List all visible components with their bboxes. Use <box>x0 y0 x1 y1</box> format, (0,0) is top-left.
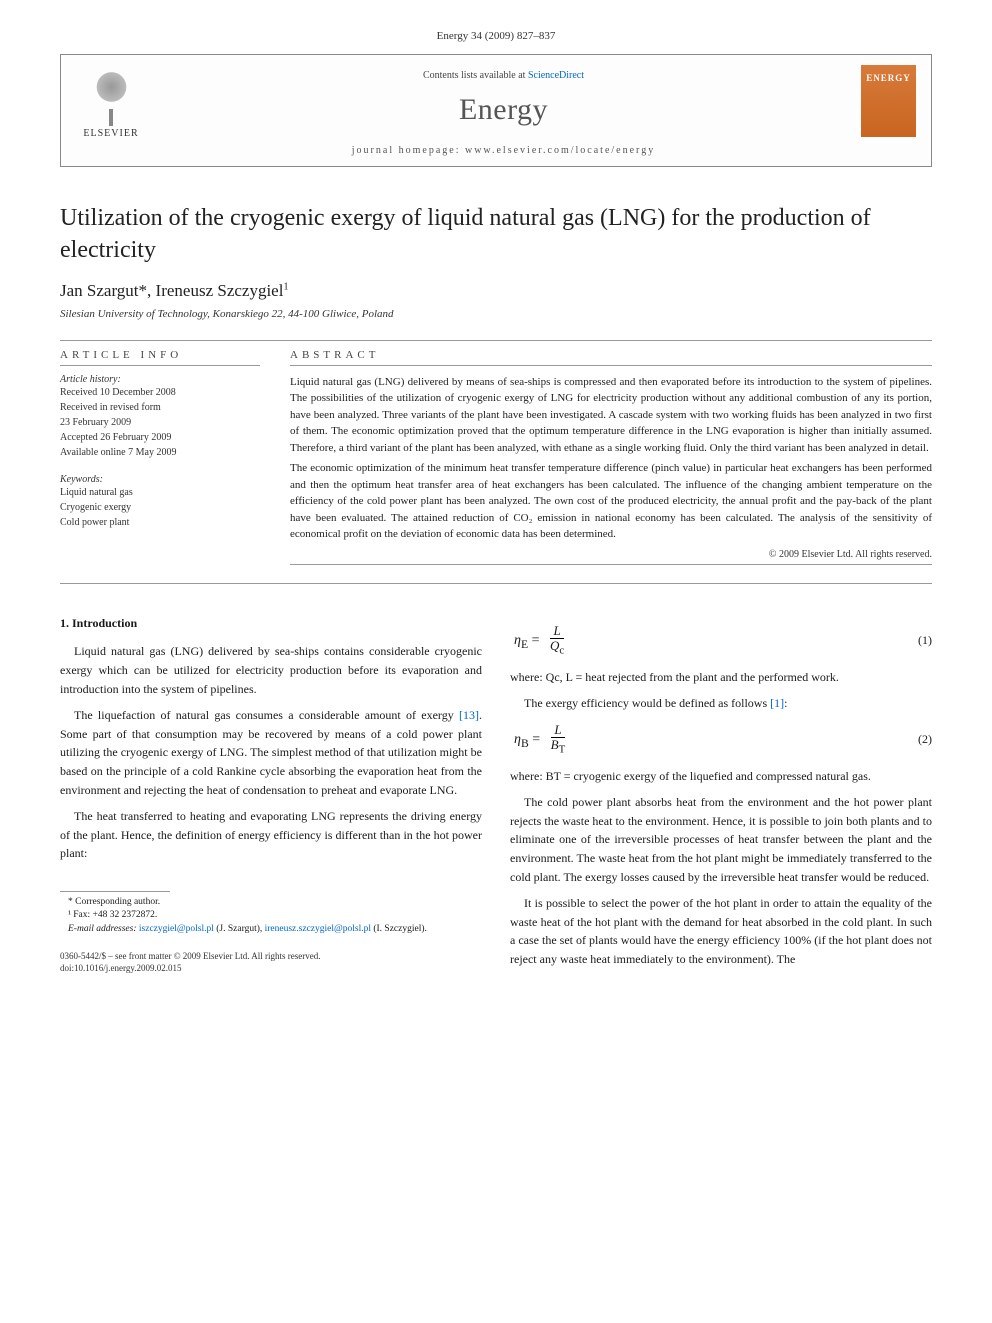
divider <box>60 340 932 341</box>
article-info-column: ARTICLE INFO Article history: Received 1… <box>60 349 260 573</box>
journal-name: Energy <box>146 93 861 127</box>
journal-cover-text: ENERGY <box>866 73 911 83</box>
contents-prefix: Contents lists available at <box>423 70 528 81</box>
history-item: Received 10 December 2008 <box>60 385 260 400</box>
abstract-p1: Liquid natural gas (LNG) delivered by me… <box>290 374 932 457</box>
email-link-2[interactable]: ireneusz.szczygiel@polsl.pl <box>265 924 371 934</box>
p6: It is possible to select the power of th… <box>510 894 932 968</box>
footnote-fax: ¹ Fax: +48 32 2372872. <box>60 909 482 922</box>
journal-homepage: journal homepage: www.elsevier.com/locat… <box>146 145 861 156</box>
section-divider <box>60 583 932 584</box>
eq1-number: (1) <box>918 631 932 650</box>
footer-line-1: 0360-5442/$ – see front matter © 2009 El… <box>60 950 482 963</box>
footnote-corresponding: * Corresponding author. <box>60 896 482 909</box>
intro-p3: The heat transferred to heating and evap… <box>60 807 482 863</box>
article-title: Utilization of the cryogenic exergy of l… <box>60 202 932 267</box>
author-sup: 1 <box>283 281 288 292</box>
abstract-bottom-divider <box>290 564 932 565</box>
history-item: Available online 7 May 2009 <box>60 445 260 460</box>
left-column: 1. Introduction Liquid natural gas (LNG)… <box>60 614 482 977</box>
p5: The cold power plant absorbs heat from t… <box>510 793 932 886</box>
p2-text-a: The liquefaction of natural gas consumes… <box>74 708 459 722</box>
ref-13-link[interactable]: [13] <box>459 708 479 722</box>
sciencedirect-link[interactable]: ScienceDirect <box>528 70 584 81</box>
eq1-den-sub: c <box>559 645 564 657</box>
keyword: Cryogenic exergy <box>60 500 260 515</box>
keyword: Liquid natural gas <box>60 485 260 500</box>
footnote-divider <box>60 891 170 892</box>
email-label: E-mail addresses: <box>68 924 139 934</box>
where-1: where: Qc, L = heat rejected from the pl… <box>510 668 932 687</box>
email-name-1: (J. Szargut), <box>214 924 265 934</box>
section-1-heading: 1. Introduction <box>60 614 482 633</box>
info-divider <box>60 365 260 366</box>
eq2-number: (2) <box>918 730 932 749</box>
footnote-email: E-mail addresses: iszczygiel@polsl.pl (J… <box>60 923 482 936</box>
eq2-sub: B <box>521 737 529 750</box>
eq2-den-sub: T <box>559 744 566 756</box>
page-footer: 0360-5442/$ – see front matter © 2009 El… <box>60 950 482 975</box>
eq2-num: L <box>554 722 561 737</box>
affiliation: Silesian University of Technology, Konar… <box>60 308 932 320</box>
p4-text-a: The exergy efficiency would be defined a… <box>524 696 770 710</box>
article-info-heading: ARTICLE INFO <box>60 349 260 361</box>
right-column: ηE = L Qc (1) where: Qc, L = heat reject… <box>510 614 932 977</box>
header-citation: Energy 34 (2009) 827–837 <box>60 30 932 42</box>
email-name-2: (I. Szczygiel). <box>373 924 427 934</box>
journal-header-box: ELSEVIER Contents lists available at Sci… <box>60 54 932 167</box>
where-2: where: BT = cryogenic exergy of the liqu… <box>510 767 932 786</box>
ref-1-link[interactable]: [1] <box>770 696 784 710</box>
keyword: Cold power plant <box>60 515 260 530</box>
p4: The exergy efficiency would be defined a… <box>510 694 932 713</box>
abstract-divider <box>290 365 932 366</box>
intro-p2: The liquefaction of natural gas consumes… <box>60 706 482 799</box>
elsevier-label: ELSEVIER <box>83 128 138 139</box>
elsevier-logo: ELSEVIER <box>76 65 146 145</box>
equation-1: ηE = L Qc (1) <box>510 624 932 658</box>
p4-text-b: : <box>784 696 787 710</box>
contents-available: Contents lists available at ScienceDirec… <box>146 70 861 81</box>
abstract-heading: ABSTRACT <box>290 349 932 361</box>
authors: Jan Szargut*, Ireneusz Szczygiel1 <box>60 281 932 301</box>
keywords-label: Keywords: <box>60 474 260 485</box>
history-item: Accepted 26 February 2009 <box>60 430 260 445</box>
history-item: Received in revised form <box>60 400 260 415</box>
history-label: Article history: <box>60 374 260 385</box>
journal-cover-thumbnail: ENERGY <box>861 65 916 137</box>
author-names: Jan Szargut*, Ireneusz Szczygiel <box>60 281 283 300</box>
email-link-1[interactable]: iszczygiel@polsl.pl <box>139 924 214 934</box>
abstract-column: ABSTRACT Liquid natural gas (LNG) delive… <box>290 349 932 573</box>
eq1-num: L <box>553 623 560 638</box>
abstract-p2: The economic optimization of the minimum… <box>290 460 932 543</box>
history-item: 23 February 2009 <box>60 415 260 430</box>
intro-p1: Liquid natural gas (LNG) delivered by se… <box>60 642 482 698</box>
equation-2: ηB = L BT (2) <box>510 723 932 757</box>
abstract-copyright: © 2009 Elsevier Ltd. All rights reserved… <box>290 549 932 560</box>
elsevier-tree-icon <box>84 71 139 126</box>
footer-line-2: doi:10.1016/j.energy.2009.02.015 <box>60 962 482 975</box>
eq1-sub: E <box>521 638 528 651</box>
